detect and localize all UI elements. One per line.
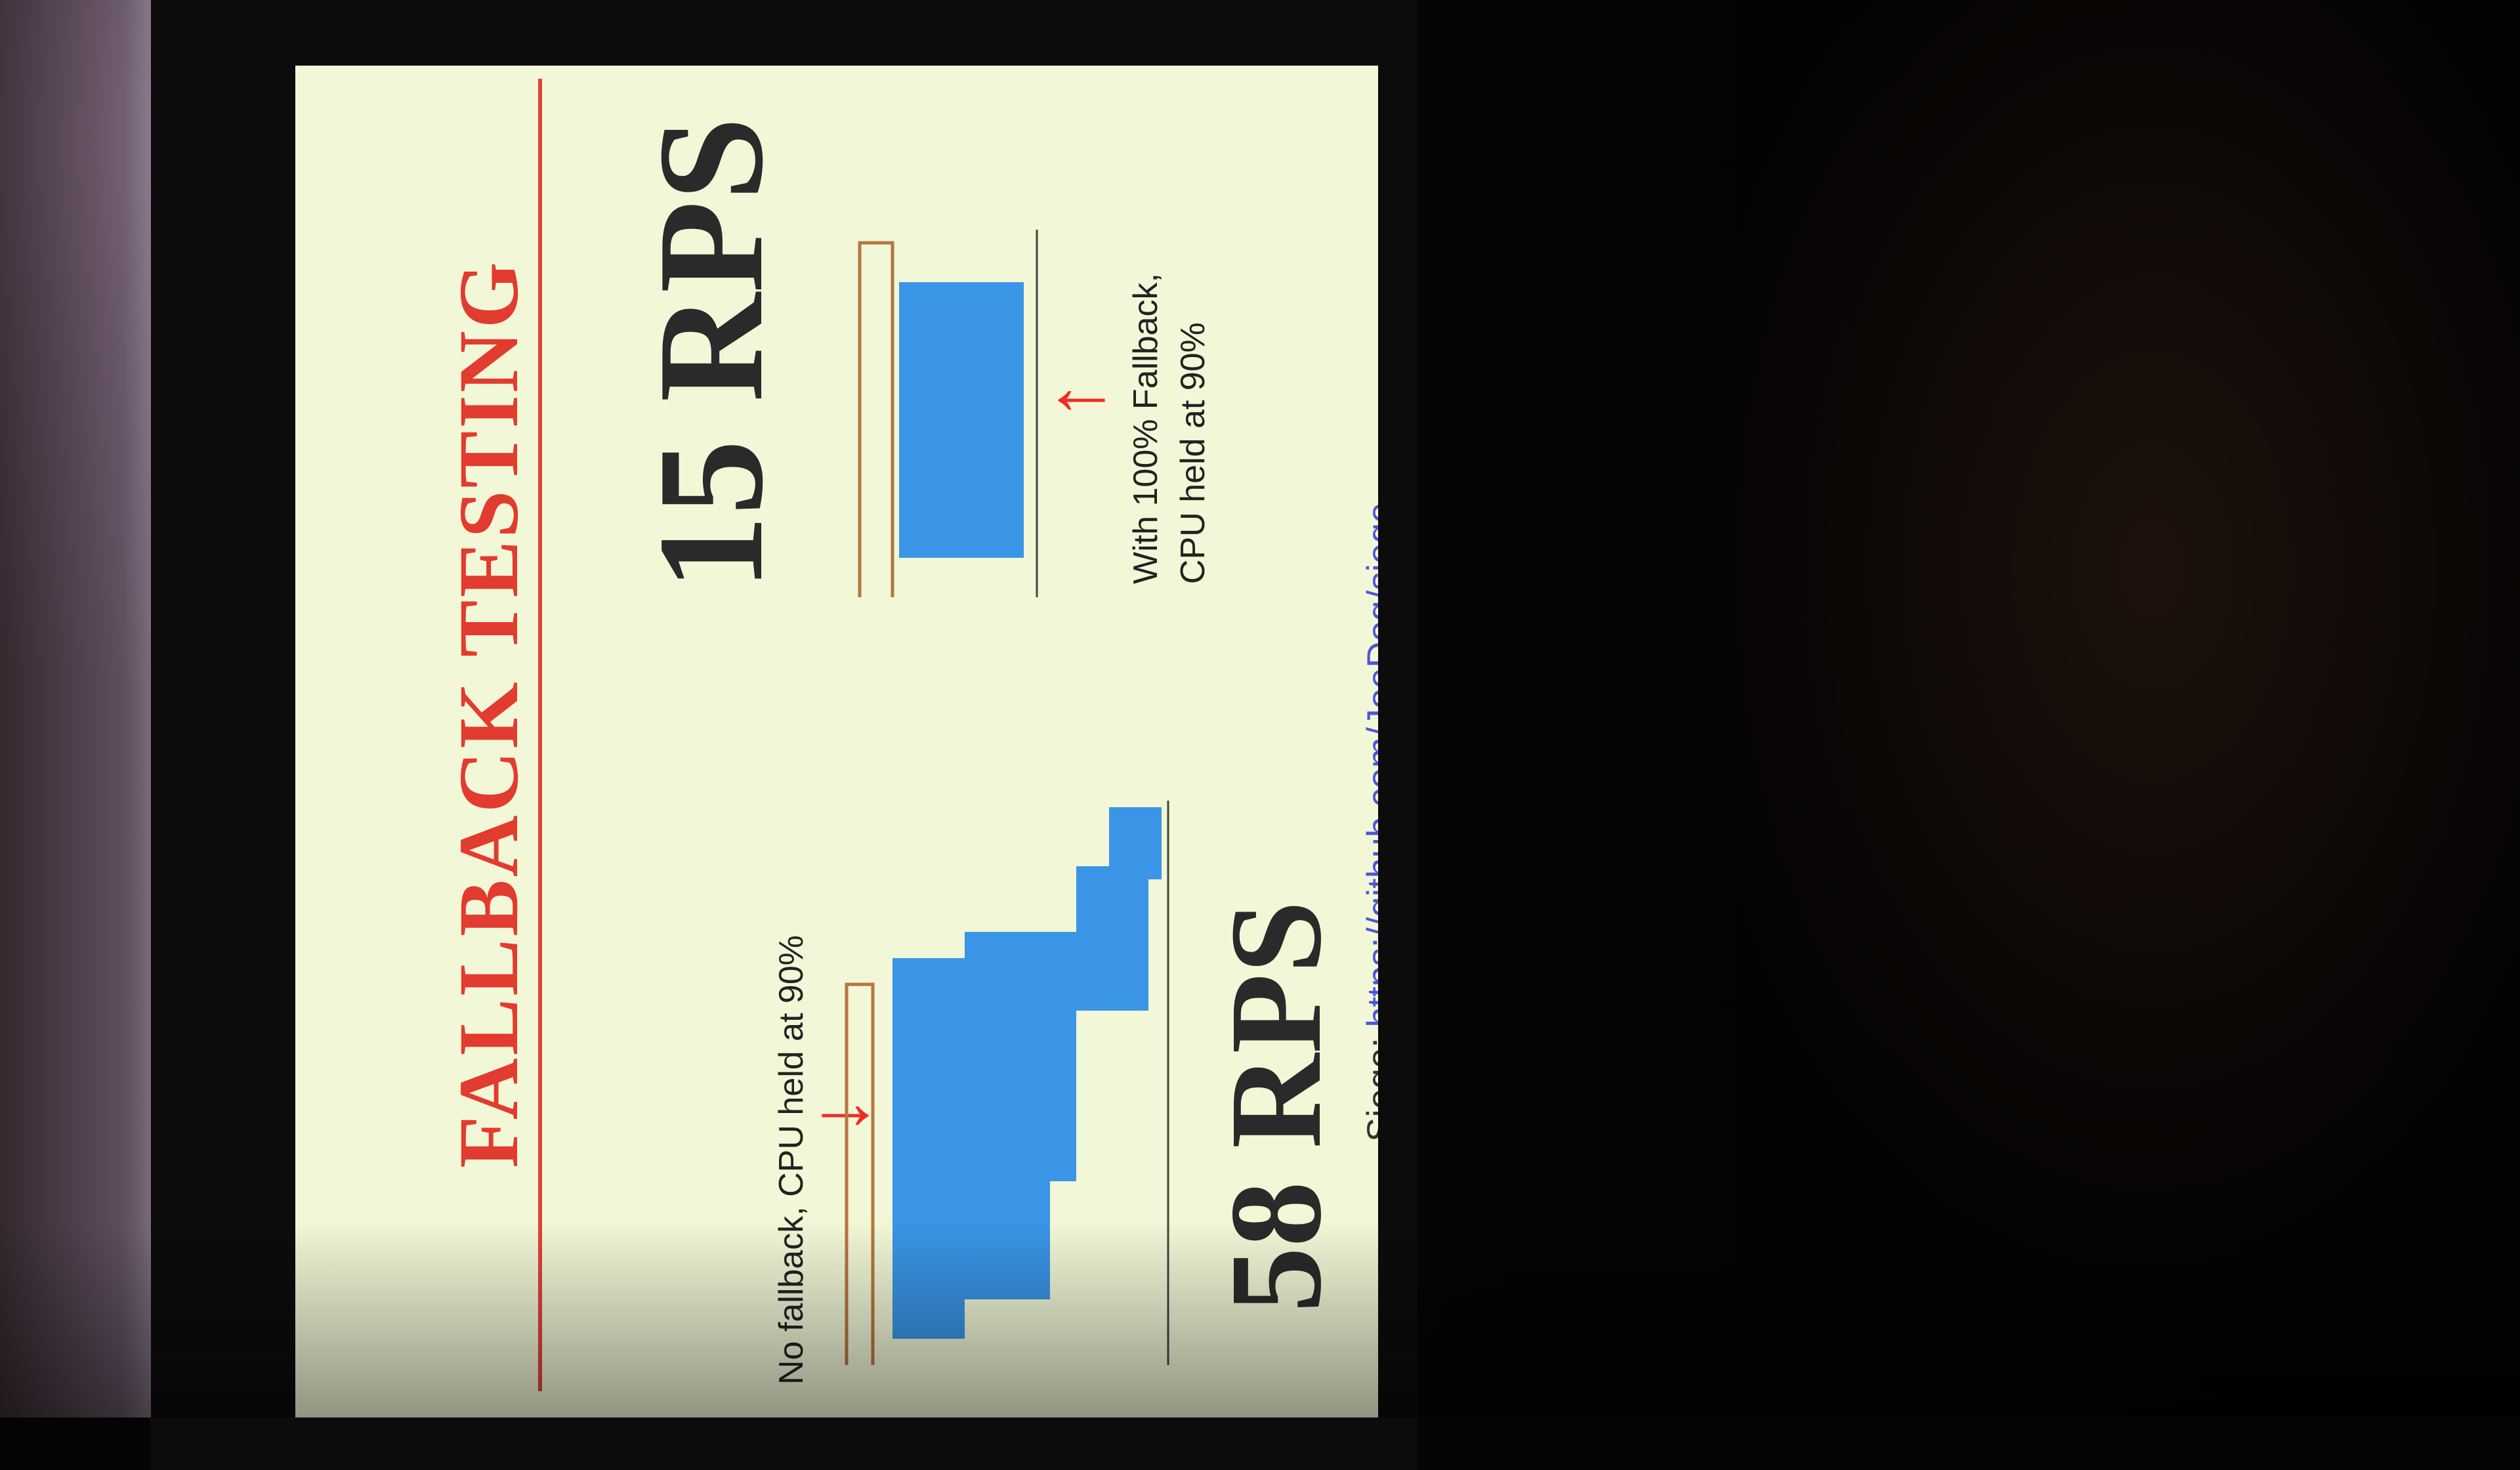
footer-prefix: Siege: [1359, 1038, 1378, 1142]
right-caption-line2: CPU held at 90% [1174, 322, 1212, 584]
right-throughput-chart [858, 230, 1038, 597]
right-bar [899, 282, 1024, 558]
audience-silhouette [1601, 0, 2520, 1418]
left-outline [845, 982, 875, 1365]
right-caption-line1: With 100% Fallback, [1127, 273, 1165, 584]
right-caption: With 100% Fallback, CPU held at 90% [1122, 273, 1217, 584]
projected-slide: FALLBACK TESTING No fallback, CPU held a… [295, 66, 1378, 1418]
title-rule [538, 79, 542, 1391]
slide-content: FALLBACK TESTING No fallback, CPU held a… [295, 66, 1378, 1418]
right-outline [858, 241, 894, 597]
left-bar [1076, 866, 1148, 1011]
left-throughput-chart [845, 801, 1169, 1365]
left-bar [892, 958, 965, 1339]
right-rps: 15 RPS [627, 116, 794, 591]
left-bar [1109, 807, 1162, 879]
up-arrow-icon: ↑ [1032, 381, 1120, 420]
siege-link[interactable]: https://github.com/JoeDog/siege [1359, 502, 1378, 1028]
left-bar [965, 932, 1050, 1299]
shadow [0, 1221, 2520, 1418]
footer: Siege: https://github.com/JoeDog/siege [1358, 503, 1378, 1142]
slide-title: FALLBACK TESTING [442, 259, 536, 1168]
left-bar [1050, 932, 1076, 1181]
